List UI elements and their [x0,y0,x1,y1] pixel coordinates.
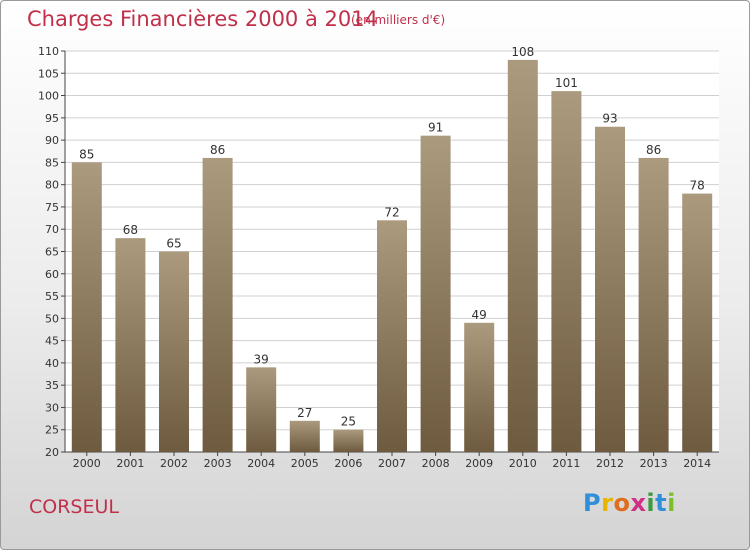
bar-value-label: 86 [210,143,225,157]
logo-letter: i [667,489,676,517]
bar-value-label: 39 [254,352,269,366]
logo-letter: o [613,489,631,517]
x-tick-label: 2006 [334,457,362,470]
logo-letter: x [630,489,647,517]
logo-letter: r [601,489,614,517]
x-tick-label: 2013 [640,457,668,470]
bar-value-label: 108 [511,45,534,59]
bar-value-label: 25 [341,415,356,429]
proxiti-logo: Proxiti [583,489,676,517]
y-tick-label: 95 [45,112,59,125]
bar-2012 [595,126,625,452]
y-tick-label: 110 [38,45,59,58]
bar-2001 [115,238,146,452]
x-tick-label: 2002 [160,457,188,470]
y-tick-label: 40 [45,357,59,370]
y-tick-label: 90 [45,134,59,147]
y-tick-label: 85 [45,156,59,169]
bar-2004 [246,367,277,452]
y-tick-label: 25 [45,424,59,437]
bar-value-label: 101 [555,76,578,90]
x-tick-label: 2012 [596,457,624,470]
y-tick-label: 50 [45,312,59,325]
bar-2000 [71,162,102,452]
y-tick-label: 55 [45,290,59,303]
bar-value-label: 86 [646,143,661,157]
y-tick-label: 35 [45,379,59,392]
bar-value-label: 27 [297,406,312,420]
chart-title: Charges Financières 2000 à 2014 [27,7,378,31]
x-tick-label: 2008 [422,457,450,470]
bar-2008 [420,135,451,452]
x-tick-label: 2003 [204,457,232,470]
chart-subtitle: (en milliers d'€) [351,13,446,27]
bar-value-label: 72 [384,205,399,219]
bar-value-label: 68 [123,223,138,237]
bar-value-label: 78 [690,179,705,193]
y-tick-label: 75 [45,201,59,214]
y-tick-label: 45 [45,335,59,348]
bar-2013 [638,157,669,452]
bar-2011 [551,91,582,452]
x-tick-label: 2005 [291,457,319,470]
bar-2009 [464,322,495,452]
bar-2003 [202,157,233,452]
y-tick-label: 65 [45,246,59,259]
x-tick-label: 2010 [509,457,537,470]
bar-value-label: 65 [166,237,181,251]
y-tick-label: 30 [45,401,59,414]
bar-2002 [159,251,189,452]
y-tick-label: 60 [45,268,59,281]
commune-name: CORSEUL [29,496,119,518]
y-tick-label: 20 [45,446,59,459]
bar-2014 [682,193,713,453]
logo-letter: P [583,489,602,517]
logo-letter: t [655,489,668,517]
bar-value-label: 91 [428,121,443,135]
bar-2010 [507,59,538,453]
x-tick-label: 2000 [73,457,101,470]
y-tick-label: 105 [38,67,59,80]
bar-value-label: 85 [79,147,94,161]
x-tick-label: 2009 [465,457,493,470]
bar-2006 [333,429,364,452]
x-tick-label: 2007 [378,457,406,470]
logo-letter: i [646,489,656,517]
y-tick-label: 80 [45,179,59,192]
y-tick-label: 100 [38,90,59,103]
y-tick-label: 70 [45,223,59,236]
bar-value-label: 93 [602,112,617,126]
x-tick-label: 2004 [247,457,275,470]
x-tick-label: 2011 [552,457,580,470]
bar-value-label: 49 [472,308,487,322]
bar-2007 [377,220,407,452]
x-tick-label: 2001 [116,457,144,470]
bar-2005 [289,420,320,452]
x-tick-label: 2014 [683,457,711,470]
